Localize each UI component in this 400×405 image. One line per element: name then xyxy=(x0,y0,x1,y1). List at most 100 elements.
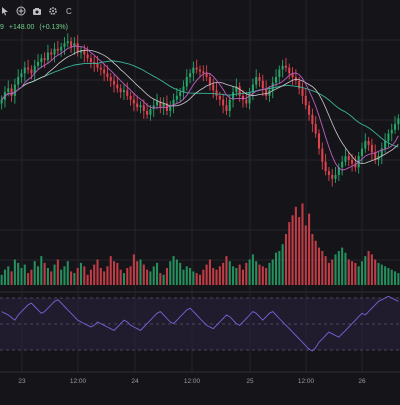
volume-bar xyxy=(397,273,400,285)
candle-body xyxy=(109,77,112,81)
candle-body xyxy=(384,141,387,149)
candle-body xyxy=(169,105,172,111)
candle-body xyxy=(397,118,400,125)
candle-body xyxy=(232,92,235,100)
candle-body xyxy=(248,92,251,104)
volume-bar xyxy=(23,264,26,285)
candle-body xyxy=(324,161,327,172)
volume-bar xyxy=(275,252,278,285)
volume-bar xyxy=(331,259,334,285)
candle-body xyxy=(212,84,215,91)
moving-average-slow xyxy=(1,60,399,148)
volume-bar xyxy=(370,254,373,285)
candle-body xyxy=(331,174,334,179)
candle-body xyxy=(275,77,278,83)
add-icon[interactable] xyxy=(16,6,26,16)
volume-bar xyxy=(228,261,231,285)
symbol-suffix[interactable]: C xyxy=(66,6,72,16)
price-change-pct: (+0.13%) xyxy=(39,24,68,31)
candle-body xyxy=(222,99,225,106)
volume-bar xyxy=(212,268,215,285)
volume-bar xyxy=(60,269,63,285)
candle-body xyxy=(93,62,96,64)
x-axis-tick-label: 12:00 xyxy=(298,378,315,385)
volume-bar xyxy=(152,266,155,285)
volume-bar xyxy=(248,259,251,285)
volume-bar xyxy=(334,254,337,285)
volume-bar xyxy=(126,268,129,285)
volume-bar xyxy=(384,266,387,285)
candle-body xyxy=(278,69,281,78)
candle-body xyxy=(341,161,344,168)
candle-body xyxy=(159,101,162,108)
volume-bar xyxy=(172,256,175,285)
candle-body xyxy=(218,95,221,100)
volume-bar xyxy=(103,271,106,285)
volume-bar xyxy=(374,259,377,285)
candle-body xyxy=(136,103,139,108)
candle-body xyxy=(83,50,86,55)
candle-body xyxy=(73,43,76,47)
volume-bar xyxy=(364,256,367,285)
x-axis-tick-label: 12:00 xyxy=(70,378,87,385)
camera-icon[interactable] xyxy=(32,6,42,16)
volume-bar xyxy=(79,262,83,285)
volume-bar xyxy=(182,269,185,285)
volume-bar xyxy=(89,269,92,285)
last-price-fragment: 9 xyxy=(0,24,4,31)
settings-icon[interactable] xyxy=(48,6,58,16)
x-axis-tick-label: 26 xyxy=(358,378,366,385)
volume-bar xyxy=(136,261,139,285)
volume-bar xyxy=(205,264,208,285)
volume-bar xyxy=(380,264,383,285)
volume-bar xyxy=(301,203,304,285)
volume-bar xyxy=(96,259,99,285)
candle-body xyxy=(122,90,125,93)
candle-body xyxy=(56,48,59,51)
candle-body xyxy=(146,110,149,115)
x-axis-tick-label: 24 xyxy=(131,378,139,385)
volume-bar xyxy=(149,271,152,285)
volume-bar xyxy=(268,262,271,285)
candle-body xyxy=(119,88,122,93)
volume-bar xyxy=(245,262,248,285)
candle-body xyxy=(344,156,347,162)
volume-bar xyxy=(360,261,364,285)
candle-body xyxy=(99,67,102,70)
chart-toolbar: C xyxy=(0,4,72,18)
cursor-icon[interactable] xyxy=(0,6,10,16)
candle-body xyxy=(132,99,135,104)
candle-body xyxy=(281,65,284,70)
volume-bar xyxy=(7,266,10,285)
candle-body xyxy=(205,73,208,78)
candle-body xyxy=(215,90,218,96)
volume-bar xyxy=(10,271,13,285)
candle-body xyxy=(370,144,373,153)
candle-body xyxy=(172,99,175,106)
volume-bar xyxy=(20,268,23,285)
volume-bar xyxy=(235,268,238,285)
candle-body xyxy=(43,58,46,61)
candle-body xyxy=(351,159,354,164)
candle-body xyxy=(27,67,30,70)
volume-bar xyxy=(189,268,192,285)
volume-bar xyxy=(324,256,327,285)
volume-bar xyxy=(83,266,86,285)
volume-bar xyxy=(159,273,162,285)
volume-bar xyxy=(215,269,218,285)
volume-bar xyxy=(218,266,221,285)
candle-body xyxy=(162,103,165,108)
volume-bar xyxy=(122,273,125,285)
candle-body xyxy=(337,167,340,175)
candle-body xyxy=(96,63,99,68)
volume-bar xyxy=(344,252,347,285)
volume-bar xyxy=(311,234,314,285)
candle-body xyxy=(195,67,198,70)
volume-bar xyxy=(390,269,393,285)
volume-bar xyxy=(70,271,73,285)
x-axis-tick-label: 25 xyxy=(246,378,254,385)
candle-body xyxy=(139,105,142,108)
volume-bar xyxy=(198,274,202,285)
